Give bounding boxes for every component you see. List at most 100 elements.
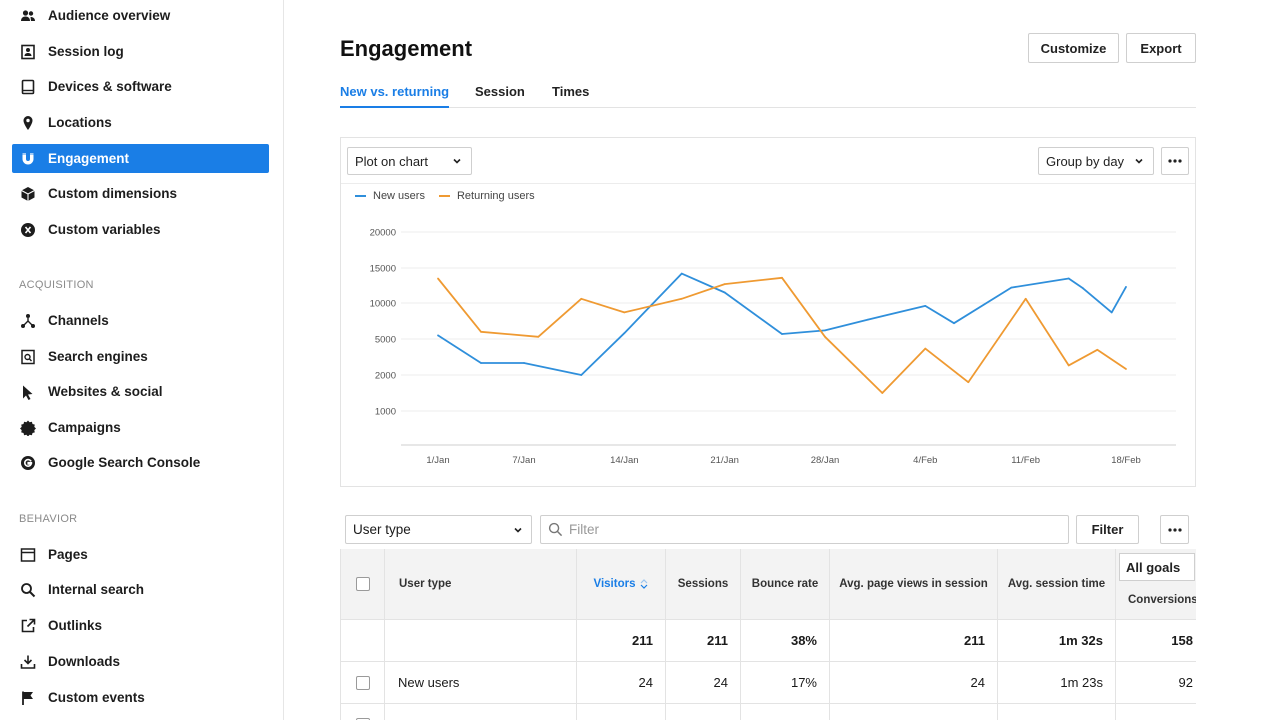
dimension-select[interactable]: User type	[345, 515, 532, 544]
data-point	[1125, 286, 1127, 288]
sidebar-item-label: Internal search	[48, 582, 145, 597]
sidebar-item-downloads[interactable]: Downloads	[12, 647, 269, 676]
data-point	[580, 374, 583, 376]
behavior-section-title: BEHAVIOR	[19, 513, 78, 525]
column-header-bounce-rate[interactable]: Bounce rate	[741, 549, 830, 619]
data-point	[781, 276, 783, 279]
sidebar-item-label: Locations	[48, 115, 112, 130]
filter-input[interactable]: Filter	[540, 515, 1069, 544]
row-checkbox[interactable]	[355, 675, 370, 690]
row-conversions: 92	[1178, 675, 1193, 690]
table-row[interactable]: New users 24 24 17% 24 1m 23s 92	[341, 662, 1196, 704]
sidebar-item-pages[interactable]: Pages	[12, 540, 269, 569]
legend-label: Returning users	[456, 190, 535, 202]
sidebar-item-websites-social[interactable]: Websites & social	[12, 377, 269, 406]
acquisition-section-title: ACQUISITION	[19, 279, 94, 291]
sidebar-item-label: Websites & social	[48, 384, 163, 399]
y-tick-label: 1000	[375, 407, 396, 418]
filter-button[interactable]: Filter	[1076, 515, 1139, 544]
data-point	[480, 362, 482, 364]
y-tick-label: 5000	[375, 335, 396, 346]
column-header-avg-session-time[interactable]: Avg. session time	[998, 549, 1116, 619]
data-point	[1067, 364, 1070, 367]
dimension-select-label: User type	[353, 522, 411, 537]
sidebar-item-channels[interactable]: Channels	[12, 306, 269, 335]
sidebar-item-label: Custom dimensions	[48, 186, 178, 201]
group-by-select[interactable]: Group by day	[1038, 147, 1154, 175]
sidebar-item-search-engines[interactable]: Search engines	[12, 342, 269, 371]
sidebar-item-locations[interactable]: Locations	[12, 108, 269, 137]
table-more-button[interactable]	[1160, 515, 1189, 544]
export-button[interactable]: Export	[1126, 33, 1196, 63]
sidebar-item-engagement[interactable]: Engagement	[12, 144, 269, 173]
tab-times[interactable]: Times	[552, 84, 590, 99]
x-tick-label: 18/Feb	[1111, 455, 1141, 466]
data-point	[1125, 368, 1127, 370]
sidebar-item-label: Pages	[48, 547, 88, 562]
sidebar-item-label: Channels	[48, 313, 109, 328]
more-horizontal-icon	[1168, 159, 1182, 163]
select-all-checkbox[interactable]	[355, 577, 370, 591]
total-avg-session-time: 1m 32s	[998, 620, 1116, 661]
sidebar-item-internal-search[interactable]: Internal search	[12, 575, 269, 604]
sidebar-item-google-search-console[interactable]: Google Search Console	[12, 448, 269, 477]
search-engine-icon	[20, 349, 36, 365]
sidebar-item-label: Session log	[48, 44, 124, 59]
sidebar-item-custom-events[interactable]: Custom events	[12, 683, 269, 712]
total-bounce-rate: 38%	[741, 620, 830, 661]
data-point	[924, 347, 927, 350]
data-point	[523, 362, 525, 364]
column-header-visitors[interactable]: Visitors	[577, 549, 666, 619]
row-cell	[830, 704, 998, 720]
data-point	[537, 335, 540, 338]
sidebar-item-audience-overview[interactable]: Audience overview	[12, 1, 269, 30]
x-tick-label: 28/Jan	[811, 455, 840, 466]
sidebar-item-label: Devices & software	[48, 79, 172, 94]
column-header-user-type[interactable]: User type	[385, 549, 577, 619]
column-header-goals: All goals Conversions	[1116, 549, 1196, 619]
map-pin-icon	[20, 115, 36, 131]
data-point	[680, 272, 683, 275]
total-conversions: 158	[1171, 633, 1193, 648]
row-cell	[577, 704, 666, 720]
goals-select[interactable]: All goals	[1119, 553, 1195, 581]
sidebar-item-devices-software[interactable]: Devices & software	[12, 72, 269, 101]
y-tick-label: 20000	[370, 228, 396, 239]
magnet-icon	[20, 151, 36, 167]
column-header-sessions[interactable]: Sessions	[666, 549, 741, 619]
table-row-partial[interactable]	[341, 704, 1196, 720]
variable-icon	[20, 222, 36, 238]
cube-icon	[20, 186, 36, 202]
chevron-down-icon	[1135, 158, 1143, 164]
flag-icon	[20, 690, 36, 706]
sidebar-item-custom-variables[interactable]: Custom variables	[12, 215, 269, 244]
data-point	[437, 277, 439, 280]
search-icon	[20, 582, 36, 598]
plot-on-chart-select[interactable]: Plot on chart	[347, 147, 472, 175]
sidebar-item-custom-dimensions[interactable]: Custom dimensions	[12, 179, 269, 208]
totals-label-cell	[385, 620, 577, 661]
data-point	[824, 329, 826, 332]
sidebar-item-label: Engagement	[48, 151, 130, 166]
customize-button[interactable]: Customize	[1028, 33, 1119, 63]
legend-entry-new-users[interactable]: New users	[355, 190, 425, 202]
row-checkbox[interactable]	[355, 717, 370, 720]
column-header-conversions[interactable]: Conversions	[1128, 594, 1196, 606]
chart-more-button[interactable]	[1161, 147, 1189, 175]
sidebar-item-session-log[interactable]: Session log	[12, 37, 269, 66]
tab-new-vs-returning[interactable]: New vs. returning	[340, 84, 450, 108]
google-icon	[20, 455, 36, 471]
data-table: User type Visitors Sessions Bounce rate …	[340, 549, 1196, 720]
series-line-returning-users	[437, 276, 1127, 394]
data-point	[953, 322, 955, 325]
data-point	[580, 297, 583, 300]
column-header-avg-page-views[interactable]: Avg. page views in session	[830, 549, 998, 619]
badge-icon	[20, 420, 36, 436]
sidebar-item-campaigns[interactable]: Campaigns	[12, 413, 269, 442]
tab-session[interactable]: Session	[475, 84, 525, 99]
sidebar-item-outlinks[interactable]: Outlinks	[12, 611, 269, 640]
legend-entry-returning-users[interactable]: Returning users	[438, 190, 535, 202]
plot-on-chart-label: Plot on chart	[355, 153, 428, 169]
x-tick-label: 1/Jan	[426, 455, 449, 466]
legend-label: New users	[373, 190, 425, 202]
